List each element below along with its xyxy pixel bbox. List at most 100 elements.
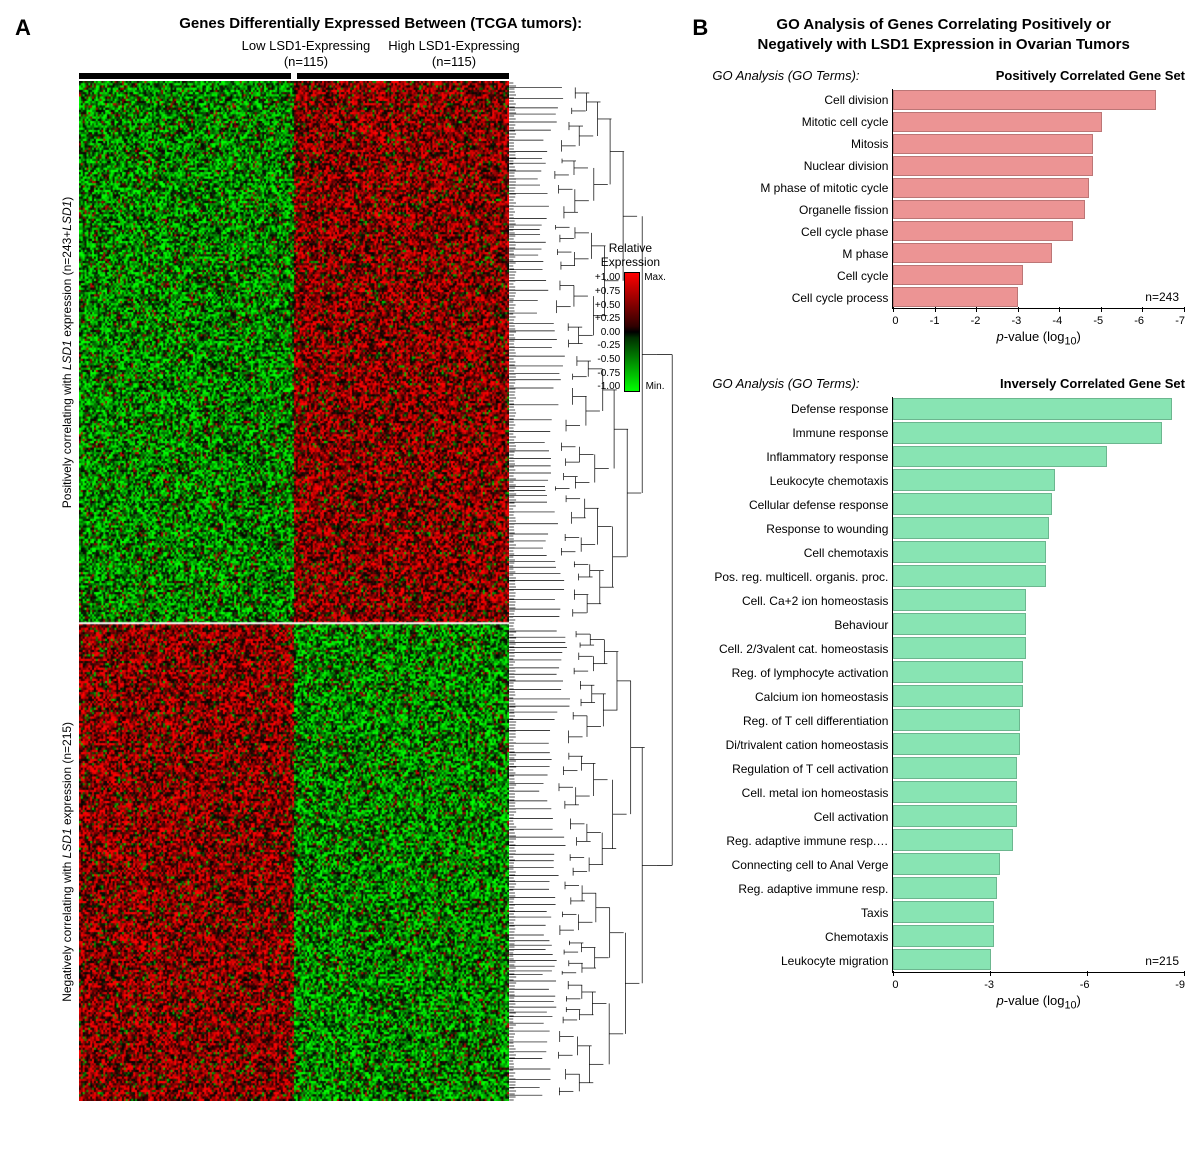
go-term-bar (893, 901, 993, 923)
legend-gradient (624, 272, 640, 392)
panel-b-title: GO Analysis of Genes Correlating Positiv… (702, 15, 1185, 54)
go-term-bar (893, 112, 1101, 132)
go-term-label: Immune response (702, 421, 888, 445)
go-term-bar (893, 805, 1016, 827)
x-axis-label: p-value (log10) (892, 329, 1185, 348)
go-term-label: Connecting cell to Anal Verge (702, 853, 888, 877)
heatmap-canvas (79, 81, 509, 1101)
go-term-bar (893, 446, 1107, 468)
row-label-positive: Positively correlating with LSD1 express… (55, 81, 79, 623)
go-term-bar (893, 733, 1019, 755)
go-term-bar (893, 949, 990, 971)
go-term-bar (893, 709, 1019, 731)
legend-ticks: +1.00+0.75+0.50+0.250.00-0.25-0.50-0.75-… (595, 272, 620, 392)
panel-a-label: A (15, 15, 31, 41)
chart-set-title: Positively Correlated Gene Set (996, 68, 1185, 83)
go-term-bar (893, 265, 1022, 285)
go-term-label: Cell activation (702, 805, 888, 829)
go-term-label: Organelle fission (702, 199, 888, 221)
go-term-label: Reg. adaptive immune resp. (702, 877, 888, 901)
dendrogram-column: RelativeExpression +1.00+0.75+0.50+0.250… (509, 81, 682, 1101)
go-term-label: Reg. adaptive immune resp.… (702, 829, 888, 853)
go-term-label: Reg. of lymphocyte activation (702, 661, 888, 685)
chart-subtitle: GO Analysis (GO Terms): (712, 68, 859, 83)
col-header-low: Low LSD1-Expressing (n=115) (242, 38, 371, 71)
go-term-bar (893, 134, 1093, 154)
legend-end-labels: Max. Min. (644, 272, 666, 392)
go-term-label: Cell chemotaxis (702, 541, 888, 565)
go-term-bar (893, 221, 1072, 241)
go-term-label: Leukocyte migration (702, 949, 888, 973)
chart-n-label: n=243 (1145, 290, 1179, 304)
go-term-label: Chemotaxis (702, 925, 888, 949)
go-term-label: M phase of mitotic cycle (702, 177, 888, 199)
panel-a: A Genes Differentially Expressed Between… (15, 15, 682, 1101)
x-axis-label: p-value (log10) (892, 993, 1185, 1012)
heatmap-row-group-labels: Positively correlating with LSD1 express… (55, 81, 79, 1101)
dendrogram-svg (509, 81, 682, 1101)
go-term-label: M phase (702, 243, 888, 265)
heatmap-title: Genes Differentially Expressed Between (… (55, 15, 682, 32)
go-term-bar (893, 781, 1016, 803)
go-term-bar (893, 829, 1013, 851)
go-term-label: Pos. reg. multicell. organis. proc. (702, 565, 888, 589)
figure: A Genes Differentially Expressed Between… (15, 15, 1185, 1101)
go-term-bar (893, 661, 1023, 683)
chart-n-label: n=215 (1145, 954, 1179, 968)
row-label-negative: Negatively correlating with LSD1 express… (55, 623, 79, 1101)
go-term-label: Cell. 2/3valent cat. homeostasis (702, 637, 888, 661)
go-term-label: Cell. Ca+2 ion homeostasis (702, 589, 888, 613)
panel-b-label: B (692, 15, 708, 41)
heatmap-body: Positively correlating with LSD1 express… (55, 81, 682, 1101)
column-group-bars (79, 73, 509, 79)
bar-chart: Cell divisionMitotic cell cycleMitosisNu… (702, 89, 1185, 309)
go-term-bar (893, 853, 1000, 875)
go-term-label: Leukocyte chemotaxis (702, 469, 888, 493)
go-term-bar (893, 398, 1172, 420)
go-term-label: Cell cycle phase (702, 221, 888, 243)
go-term-label: Di/trivalent cation homeostasis (702, 733, 888, 757)
go-term-label: Cell division (702, 89, 888, 111)
go-term-bar (893, 422, 1162, 444)
go-term-bar (893, 90, 1155, 110)
go-term-label: Reg. of T cell differentiation (702, 709, 888, 733)
go-term-bar (893, 541, 1045, 563)
go-term-bar (893, 613, 1026, 635)
go-term-label: Cell cycle process (702, 287, 888, 309)
go-term-label: Response to wounding (702, 517, 888, 541)
go-term-label: Cellular defense response (702, 493, 888, 517)
go-term-label: Defense response (702, 397, 888, 421)
go-term-label: Taxis (702, 901, 888, 925)
go-term-label: Inflammatory response (702, 445, 888, 469)
go-term-bar (893, 178, 1089, 198)
negative-go-chart: GO Analysis (GO Terms): Inversely Correl… (702, 376, 1185, 1012)
expression-legend: RelativeExpression +1.00+0.75+0.50+0.250… (570, 241, 690, 393)
go-term-bar (893, 517, 1049, 539)
col-header-high: High LSD1-Expressing (n=115) (388, 38, 520, 71)
positive-go-chart: GO Analysis (GO Terms): Positively Corre… (702, 68, 1185, 348)
panel-b: B GO Analysis of Genes Correlating Posit… (702, 15, 1185, 1101)
go-term-label: Cell. metal ion homeostasis (702, 781, 888, 805)
go-term-bar (893, 685, 1023, 707)
legend-title: RelativeExpression (570, 241, 690, 270)
go-term-label: Regulation of T cell activation (702, 757, 888, 781)
heatmap-column-headers: Low LSD1-Expressing (n=115) High LSD1-Ex… (79, 38, 682, 71)
go-term-bar (893, 589, 1026, 611)
go-term-bar (893, 200, 1085, 220)
go-term-bar (893, 243, 1051, 263)
go-term-label: Calcium ion homeostasis (702, 685, 888, 709)
go-term-bar (893, 565, 1045, 587)
go-term-label: Mitosis (702, 133, 888, 155)
go-term-label: Behaviour (702, 613, 888, 637)
chart-set-title: Inversely Correlated Gene Set (1000, 376, 1185, 391)
go-term-label: Cell cycle (702, 265, 888, 287)
go-term-bar (893, 287, 1018, 307)
go-term-bar (893, 757, 1016, 779)
go-term-bar (893, 469, 1055, 491)
chart-subtitle: GO Analysis (GO Terms): (712, 376, 859, 391)
go-term-bar (893, 877, 997, 899)
go-term-label: Mitotic cell cycle (702, 111, 888, 133)
go-term-bar (893, 493, 1052, 515)
go-term-bar (893, 637, 1026, 659)
go-term-label: Nuclear division (702, 155, 888, 177)
